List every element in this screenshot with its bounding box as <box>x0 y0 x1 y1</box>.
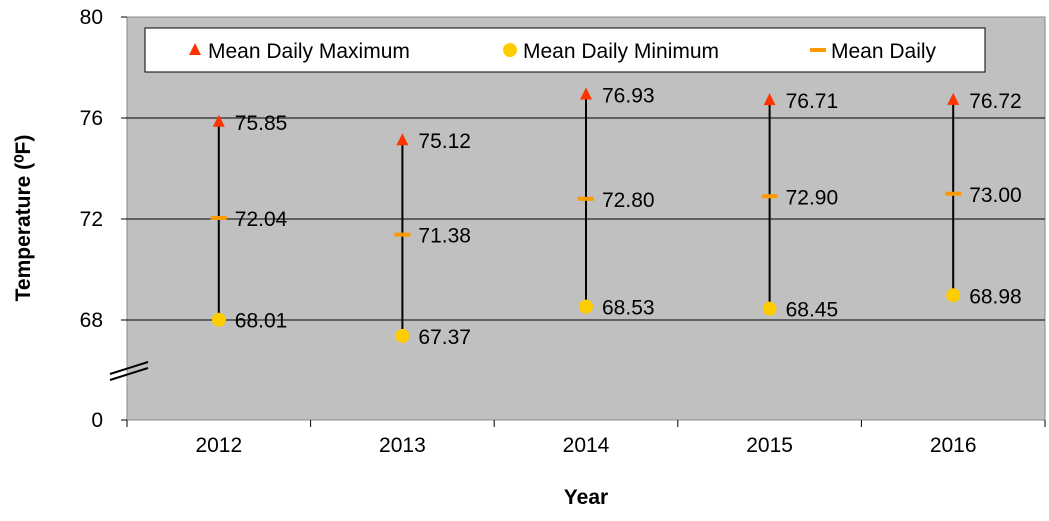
min-marker <box>211 312 226 327</box>
min-marker <box>579 299 593 314</box>
data-label: 76.93 <box>602 85 655 108</box>
mean-marker <box>945 191 962 196</box>
legend: Mean Daily Maximum Mean Daily Minimum Mean… <box>144 27 986 73</box>
legend-label: Mean Daily Minimum <box>523 40 719 63</box>
data-label: 75.12 <box>418 130 471 153</box>
min-marker <box>762 301 777 316</box>
max-marker <box>212 114 225 127</box>
data-labels: 75.85 75.12 76.93 76.71 76.72 68.01 67.37 68.53… <box>235 85 1022 349</box>
data-label: 76.71 <box>786 90 839 113</box>
max-marker <box>396 133 409 146</box>
data-label: 68.53 <box>602 297 655 320</box>
mean-marker <box>210 215 227 220</box>
x-axis-title: Year <box>564 486 608 509</box>
x-axis: 2012 2013 2014 2015 2016 <box>126 420 1046 457</box>
data-label: 68.45 <box>786 299 839 322</box>
mean-marker <box>394 232 411 237</box>
axis-break-line <box>109 361 149 375</box>
data-label: 76.72 <box>969 90 1022 113</box>
mean-marker <box>761 194 778 199</box>
min-marker <box>946 288 961 303</box>
data-label: 68.98 <box>969 285 1022 308</box>
data-label: 67.37 <box>418 326 471 349</box>
data-label: 75.85 <box>235 112 288 135</box>
legend-triangle-icon <box>189 43 201 55</box>
y-axis: 0 68 72 76 80 <box>80 6 127 432</box>
max-marker <box>763 93 776 106</box>
x-tick-label: 2014 <box>563 434 610 457</box>
data-label: 72.04 <box>235 208 288 231</box>
min-marker <box>395 328 410 343</box>
axis-break-line <box>109 367 149 381</box>
data-markers <box>210 87 962 343</box>
legend-label: Mean Daily <box>831 40 937 63</box>
y-tick-label: 76 <box>80 107 103 130</box>
y-tick-label: 0 <box>91 409 103 432</box>
y-tick-label: 68 <box>80 309 103 332</box>
legend-dash-icon <box>810 48 826 52</box>
legend-box <box>144 27 986 73</box>
axis-break-symbol <box>109 361 149 381</box>
x-tick-label: 2015 <box>746 434 793 457</box>
max-marker <box>947 92 960 105</box>
y-tick-label: 72 <box>80 208 103 231</box>
data-label: 72.90 <box>786 186 839 209</box>
data-label: 71.38 <box>418 225 471 248</box>
y-tick-label: 80 <box>80 6 103 29</box>
mean-marker <box>578 196 594 201</box>
data-label: 73.00 <box>969 184 1022 207</box>
x-tick-label: 2013 <box>379 434 426 457</box>
y-axis-title: Temperature (⁰F) <box>12 135 35 302</box>
data-label: 72.80 <box>602 189 655 212</box>
data-label: 68.01 <box>235 310 288 333</box>
legend-label: Mean Daily Maximum <box>208 40 410 63</box>
max-marker <box>580 87 592 100</box>
legend-circle-icon <box>503 43 517 57</box>
x-tick-label: 2012 <box>195 434 242 457</box>
x-tick-label: 2016 <box>930 434 977 457</box>
